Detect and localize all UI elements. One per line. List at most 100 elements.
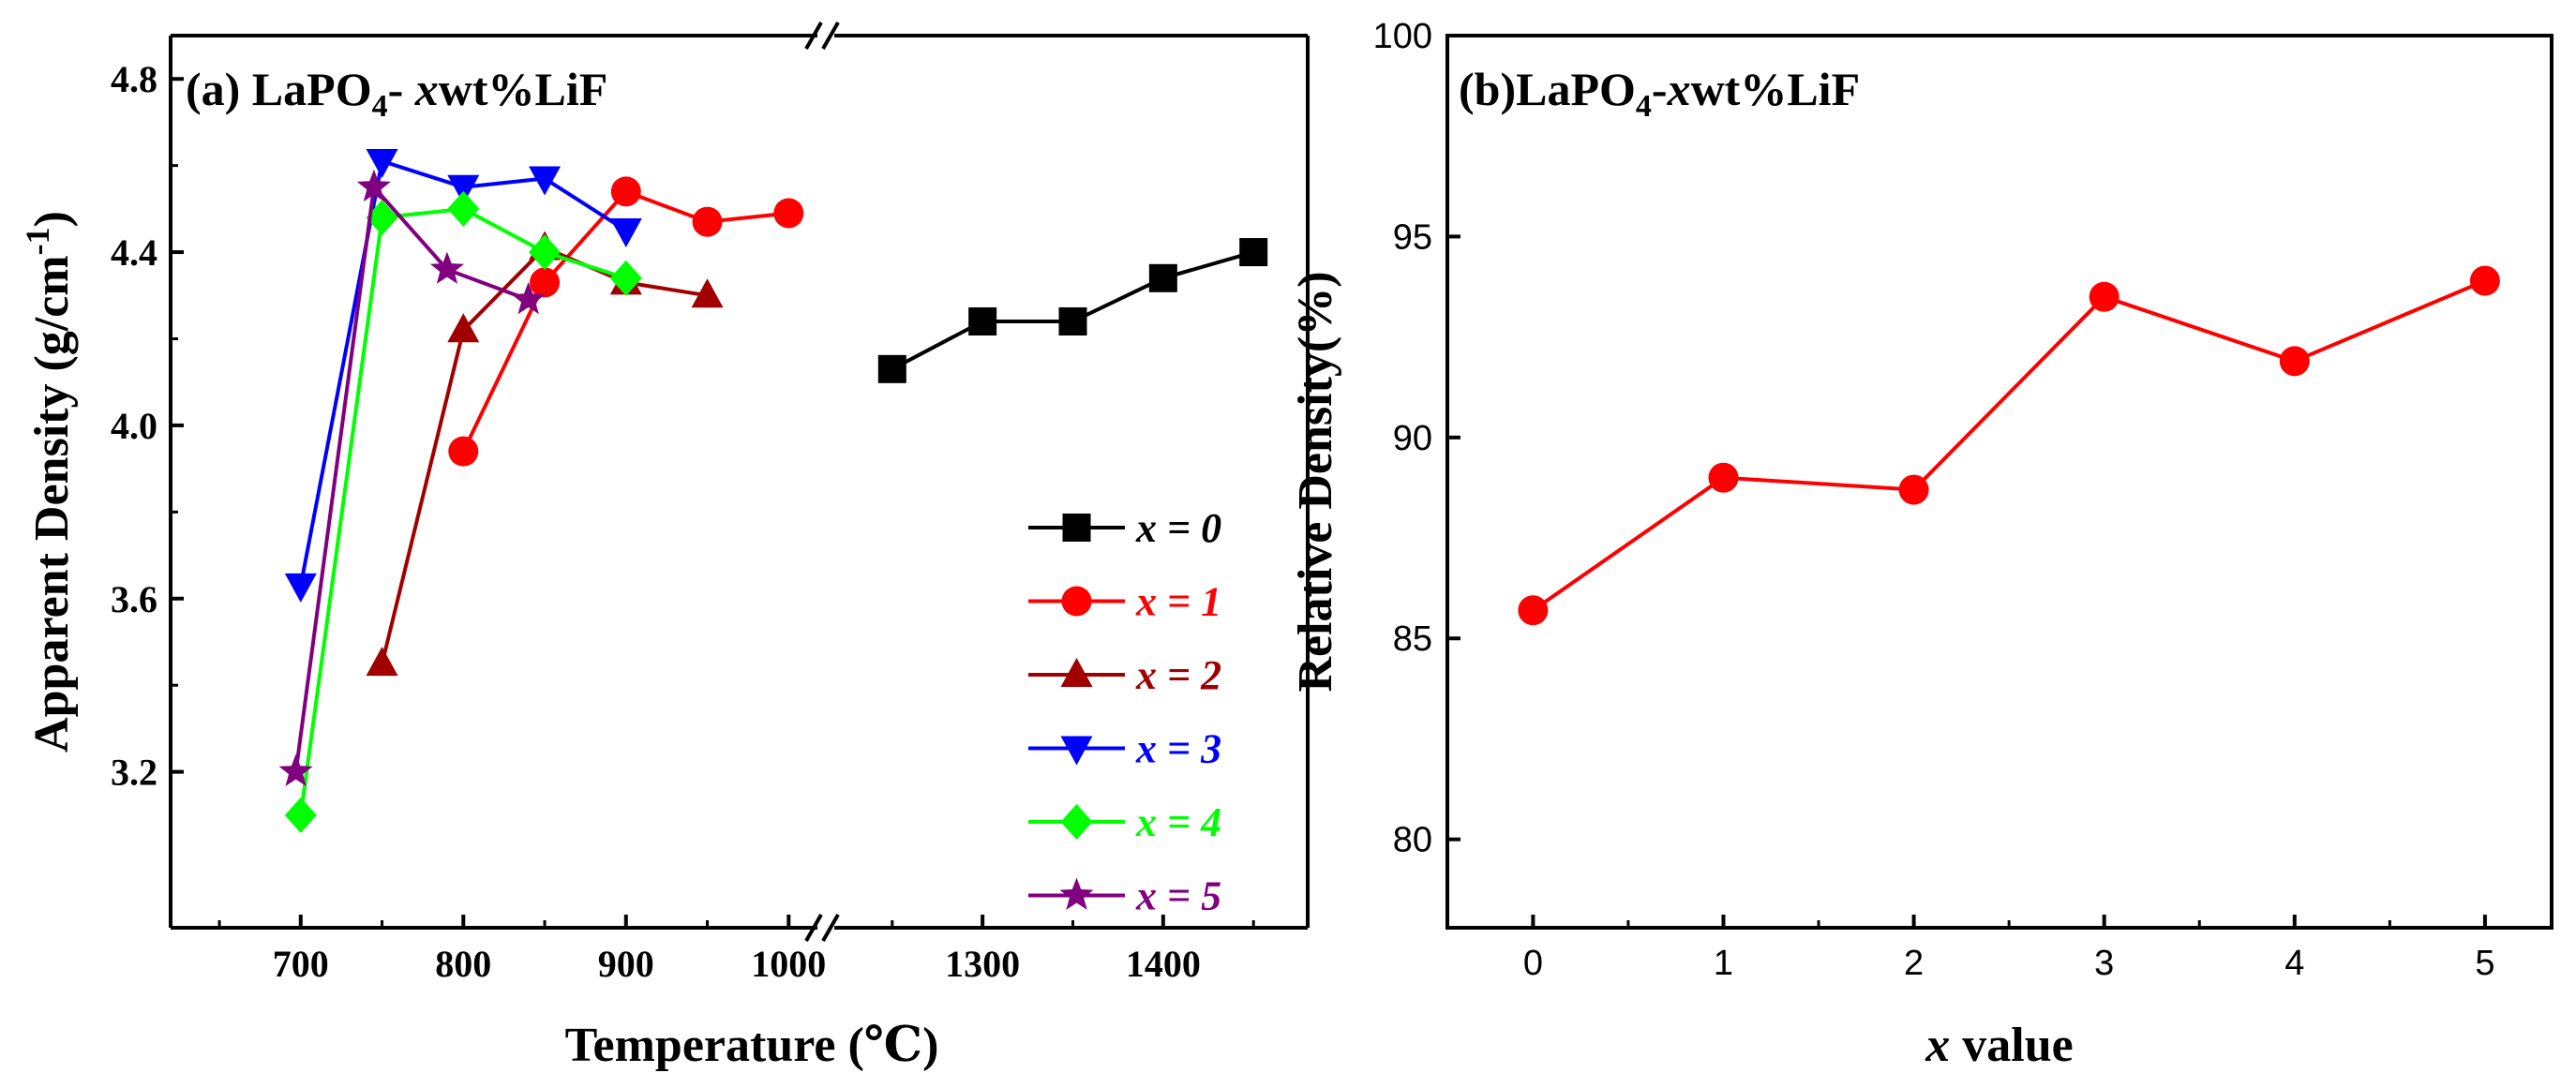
legend-marker [1062,514,1091,542]
data-point [284,573,317,603]
data-point [609,217,642,247]
series-line [380,246,708,664]
panel-a-x-tick-label: 1300 [945,943,1020,985]
panel-b-x-tick-label: 0 [1523,944,1543,983]
panel-a-y-tick-label: 4.0 [111,405,157,447]
legend-item: x = 4 [1028,799,1221,845]
relative-density-series [1518,265,2500,626]
panel-b-frame [1445,34,2554,930]
data-point [366,149,398,179]
panel-a-y-tick-label: 3.6 [111,578,157,620]
data-point [447,190,480,227]
series-x3 [284,149,642,603]
series-line [1532,278,2486,612]
axis-break-mark-top [804,22,840,50]
panel-b-y-tick-label: 100 [1373,17,1432,56]
data-point [511,281,546,315]
panel-a-x-tick-label: 700 [273,943,329,985]
series-x4 [284,190,642,833]
series-line [298,206,627,816]
panel-a-series-group [278,149,1268,833]
panel-a-x-tick-label: 1000 [751,943,826,985]
data-point [429,251,464,284]
panel-a-apparent-density-chart: 3.2 3.6 4.0 4.4 4.8 700 800 900 1000 1300 1400 (a… [19,22,1310,1072]
legend-marker [1060,658,1093,687]
data-point [968,307,997,336]
data-point [877,354,906,383]
data-point [1898,474,1929,505]
series-x5 [278,169,546,786]
legend-item: x = 1 [1028,579,1221,625]
panel-a-x-tick-label: 1400 [1126,943,1201,985]
data-point [2469,265,2500,296]
panel-b-y-tick-label: 90 [1393,419,1432,458]
data-point [447,174,480,204]
data-point [529,166,562,196]
panel-a-y-tick-label: 4.8 [111,58,157,100]
panel-b-y-ticks: 80 85 90 95 100 [1373,17,1460,860]
panel-b-x-ticks: 0 1 2 3 4 5 [1523,915,2494,983]
data-point [692,206,723,237]
legend-item: x = 2 [1028,652,1221,698]
series-x0 [877,238,1268,383]
legend-item: x = 5 [1028,873,1221,919]
legend-item: x = 0 [1028,505,1221,551]
data-point [1239,238,1268,267]
data-point [1708,462,1739,493]
panel-b-series-group [1518,265,2500,626]
panel-b-x-tick-label: 1 [1714,944,1733,983]
data-point [447,313,480,343]
legend-label: x = 4 [1135,799,1221,845]
panel-a-x-tick-label: 800 [435,943,491,985]
legend-marker [1060,736,1093,766]
data-point [1148,263,1177,292]
legend-marker [1059,877,1094,910]
data-point [284,797,317,833]
data-point [1518,595,1549,626]
data-point [448,436,479,467]
data-point [356,169,391,202]
panel-a-y-axis-title: Apparent Density (g/cm-1) [19,211,79,753]
series-x1 [448,176,804,467]
axis-break-mark-bottom [804,914,840,942]
data-point [366,200,398,236]
data-point [610,176,641,207]
panel-b-y-tick-label: 95 [1393,217,1432,257]
panel-b-relative-density-chart: 80 85 90 95 100 0 1 2 3 4 5 (b)LaPO4-xwt%LiF x va… [1289,17,2554,1072]
panel-a-x-ticks: 700 800 900 1000 1300 1400 [217,915,1255,985]
legend-item: x = 3 [1028,726,1221,772]
data-point [691,278,724,308]
panel-a-x-axis-title: Temperature (℃) [565,1019,939,1072]
data-point [2279,346,2310,377]
data-point [773,198,804,229]
panel-a-legend: x = 0 x = 1 x = 2 x = 3 x = 4 x = 5 [1028,505,1221,919]
data-point [529,234,562,271]
series-x2 [366,231,724,677]
data-point [278,753,313,786]
panel-b-x-axis-title: x value [1925,1019,2073,1072]
series-line [293,183,530,772]
panel-b-title: (b)LaPO4-xwt%LiF [1459,63,1860,124]
panel-b-y-tick-label: 85 [1393,619,1432,659]
panel-b-x-tick-label: 3 [2094,944,2114,983]
panel-b-y-tick-label: 80 [1393,821,1432,860]
data-point [1058,307,1087,336]
data-point [530,267,561,298]
panel-a-x-tick-label: 900 [598,943,654,985]
legend-label: x = 5 [1135,873,1221,919]
data-point [2089,281,2119,312]
panel-a-title: (a) LaPO4- xwt%LiF [186,63,607,124]
legend-label: x = 1 [1135,579,1221,625]
panel-b-x-tick-label: 2 [1904,944,1924,983]
legend-marker [1061,586,1092,617]
legend-label: x = 0 [1135,505,1221,551]
panel-b-y-axis-title: Relative Density(%) [1289,271,1342,692]
panel-a-y-tick-label: 4.4 [111,231,157,274]
panel-a-y-ticks: 3.2 3.6 4.0 4.4 4.8 [111,58,184,794]
panel-b-x-tick-label: 4 [2284,944,2304,983]
data-point [609,260,642,296]
legend-label: x = 2 [1135,652,1221,698]
panel-b-x-tick-label: 5 [2475,944,2494,983]
legend-marker [1060,804,1093,840]
